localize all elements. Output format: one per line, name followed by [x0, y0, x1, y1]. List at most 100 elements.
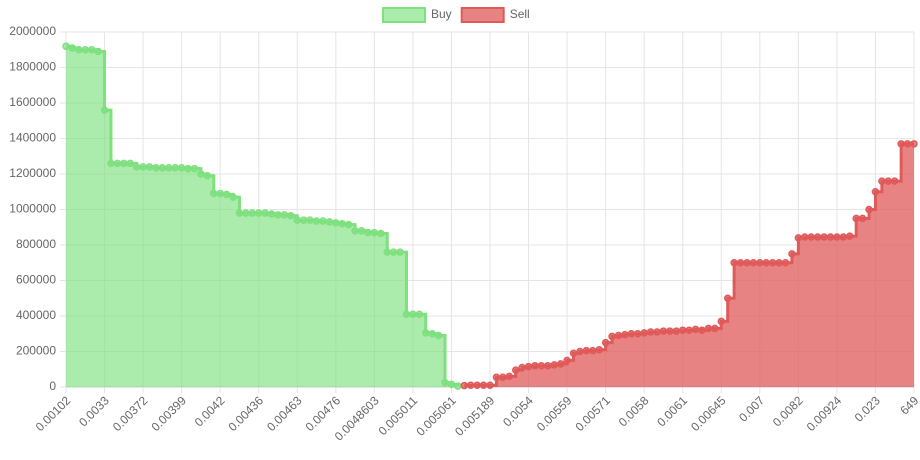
point — [884, 177, 893, 185]
point — [383, 248, 391, 256]
point — [466, 381, 475, 389]
point — [152, 164, 160, 172]
point — [242, 209, 250, 217]
point — [364, 228, 372, 237]
point — [479, 381, 488, 389]
y-tick-label: 0 — [49, 379, 56, 393]
point — [248, 209, 257, 217]
y-tick-label: 400000 — [16, 308, 56, 322]
legend-swatch — [382, 7, 426, 23]
x-tick-label: 0.00372 — [110, 393, 151, 434]
point — [781, 259, 790, 267]
x-tick-label: 0.0061 — [654, 393, 690, 429]
point — [691, 325, 700, 334]
point — [852, 214, 860, 223]
point — [678, 326, 687, 334]
point — [807, 233, 815, 241]
point — [717, 317, 726, 326]
point — [75, 46, 83, 54]
point — [563, 356, 571, 365]
point — [389, 248, 398, 256]
point — [492, 373, 501, 381]
point — [813, 233, 822, 241]
point — [756, 259, 764, 267]
x-tick-label: 0.00924 — [804, 393, 845, 434]
point — [409, 310, 417, 318]
point — [235, 209, 244, 217]
point — [871, 188, 880, 196]
point — [171, 164, 179, 172]
point — [839, 233, 848, 241]
point — [743, 259, 751, 267]
point — [711, 324, 719, 333]
point — [505, 372, 514, 381]
point — [698, 326, 706, 334]
point — [325, 218, 334, 226]
point — [216, 189, 224, 198]
point — [569, 349, 578, 358]
x-tick-label: 0.00102 — [33, 393, 74, 434]
point — [402, 310, 411, 318]
point — [736, 259, 745, 267]
point — [87, 46, 96, 54]
point — [801, 233, 809, 241]
point — [775, 259, 783, 267]
point — [833, 233, 841, 241]
legend-swatch — [460, 7, 505, 23]
point — [820, 233, 828, 241]
point — [274, 211, 282, 219]
point — [608, 332, 616, 341]
point — [627, 330, 636, 338]
point — [601, 338, 610, 347]
point — [460, 381, 469, 390]
point — [68, 44, 77, 52]
x-tick-label: 0.0033 — [76, 393, 112, 429]
point — [203, 172, 212, 180]
point — [434, 331, 443, 340]
point — [94, 47, 102, 56]
x-tick-label: 0.00571 — [572, 393, 613, 434]
point — [473, 381, 481, 389]
point — [177, 164, 186, 172]
point — [338, 219, 346, 228]
point — [267, 210, 276, 218]
point — [556, 360, 565, 368]
point — [254, 209, 263, 217]
point — [595, 345, 603, 354]
point — [826, 233, 835, 241]
point — [332, 219, 340, 227]
area — [66, 46, 458, 387]
point — [396, 248, 404, 256]
point — [524, 362, 533, 371]
point — [890, 177, 899, 185]
x-tick-label: 0.0082 — [770, 393, 806, 429]
y-tick-label: 600000 — [16, 273, 56, 287]
point — [261, 209, 269, 217]
point — [730, 259, 738, 267]
point — [139, 163, 147, 171]
x-tick-label: 0.0054 — [500, 393, 536, 429]
x-tick-label: 0.005061 — [414, 393, 460, 439]
point — [62, 42, 70, 50]
point — [544, 361, 552, 370]
point — [846, 232, 854, 240]
point — [165, 164, 173, 172]
y-tick-label: 1800000 — [9, 60, 56, 74]
x-tick-label: 649 — [897, 393, 920, 417]
point — [441, 378, 449, 387]
point — [132, 163, 141, 171]
point — [511, 366, 520, 374]
point — [672, 327, 681, 335]
legend-label: Sell — [510, 7, 530, 21]
point — [621, 330, 629, 339]
point — [858, 214, 867, 223]
point — [589, 346, 597, 355]
x-tick-label: 0.007 — [736, 393, 767, 424]
point — [518, 363, 526, 372]
point — [377, 229, 385, 238]
point — [184, 164, 192, 173]
point — [357, 227, 366, 235]
point — [666, 327, 674, 335]
legend-label: Buy — [431, 7, 452, 21]
